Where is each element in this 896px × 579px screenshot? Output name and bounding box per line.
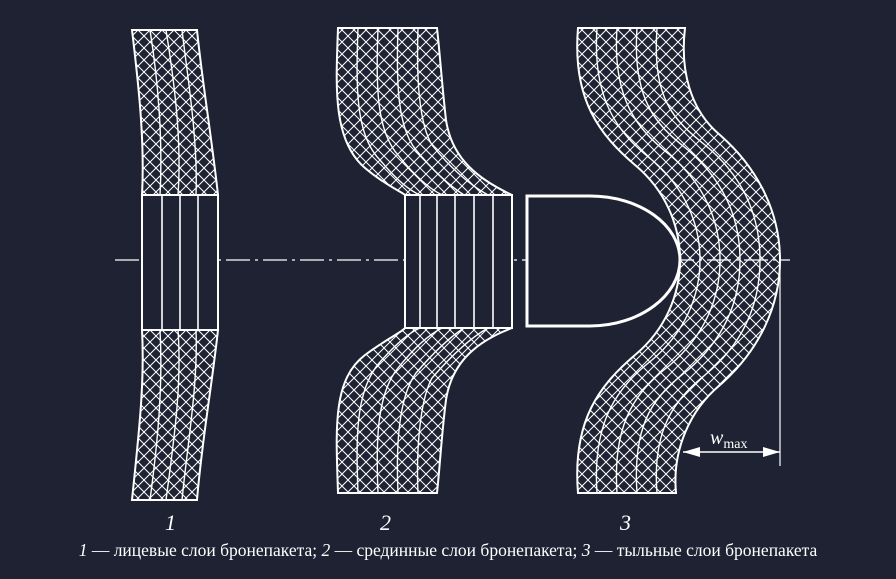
- wmax-label: wmax: [710, 427, 747, 452]
- caption-text-1: — лицевые слои бронепакета;: [87, 540, 322, 560]
- pack-3-number-label: 3: [619, 510, 631, 535]
- figure-caption: 1 — лицевые слои бронепакета; 2 — средин…: [0, 540, 896, 561]
- pack-2-lower-hatched-band: [335, 327, 513, 494]
- caption-num-2: 2: [321, 540, 331, 560]
- pack-1-lower-hatched-band: [130, 329, 220, 501]
- pack-2-compressed-zone: [404, 194, 513, 329]
- caption-num-1: 1: [78, 540, 88, 560]
- pack-1-number-label: 1: [165, 510, 176, 535]
- projectile: [525, 194, 682, 328]
- pack-2-middle-layers: [335, 27, 513, 494]
- pack-2-upper-hatched-band: [335, 27, 513, 196]
- caption-text-2: — срединные слои бронепакета;: [330, 540, 582, 560]
- caption-text-3: — тыльные слои бронепакета: [590, 540, 818, 560]
- pack-3-rear-layers: [576, 27, 782, 494]
- pack-2-number-label: 2: [380, 510, 391, 535]
- caption-num-3: 3: [581, 540, 591, 560]
- pack-1-front-layers: [130, 29, 220, 501]
- pack-1-upper-hatched-band: [130, 29, 220, 196]
- pack-3-hatched-band: [576, 27, 782, 494]
